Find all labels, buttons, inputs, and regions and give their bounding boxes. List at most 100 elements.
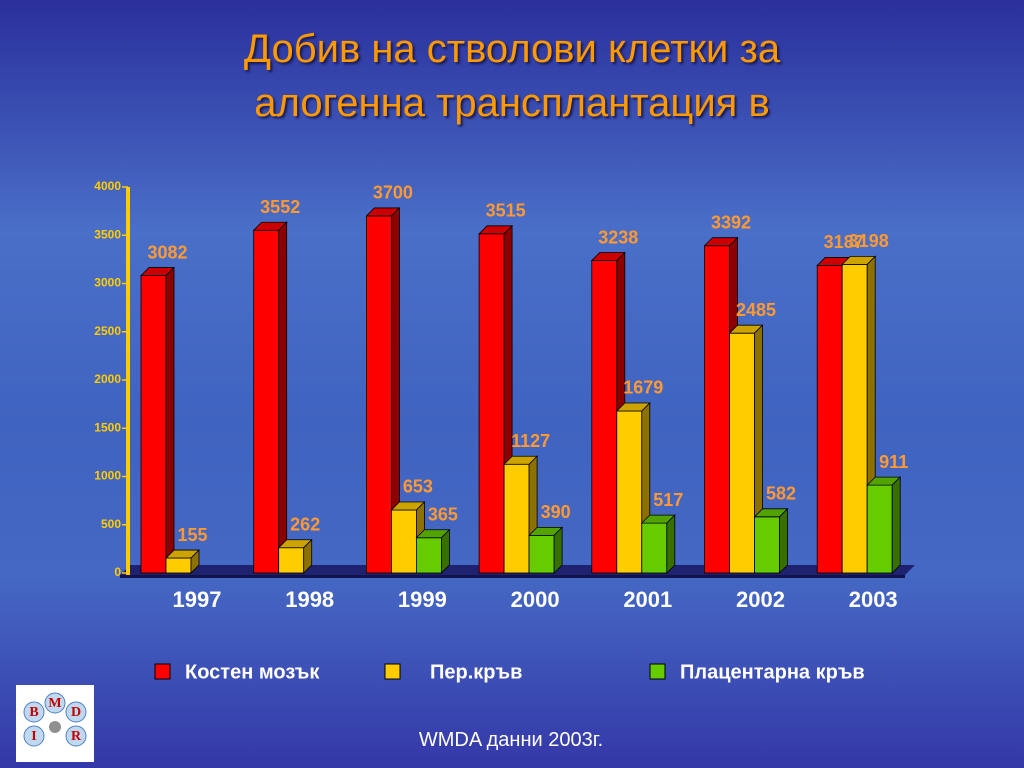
bar-front (729, 332, 755, 574)
bar-side (165, 266, 175, 574)
bar-front (816, 265, 843, 574)
value-label: 390 (541, 502, 571, 522)
legend-label: Плацентарна кръв (680, 661, 865, 683)
y-tick-label: 3500 (94, 227, 121, 241)
value-label: 3238 (598, 227, 638, 247)
value-label: 3082 (147, 242, 187, 262)
logo-letter: M (48, 696, 61, 711)
value-label: 3392 (711, 212, 751, 232)
value-label: 3700 (373, 183, 413, 203)
bar-side (891, 476, 901, 574)
bar-front (528, 534, 555, 574)
y-tick-label: 1000 (94, 469, 121, 483)
x-tick-label: 1997 (173, 587, 222, 612)
x-tick-label: 2001 (623, 587, 672, 612)
bar (528, 526, 564, 574)
value-label: 2485 (736, 300, 776, 320)
logo-letter: B (29, 705, 38, 720)
value-label: 262 (290, 514, 320, 534)
bar-front (841, 263, 868, 574)
x-tick-label: 2003 (849, 587, 898, 612)
value-label: 517 (653, 490, 683, 510)
bar-side (303, 538, 313, 574)
value-label: 911 (879, 452, 908, 472)
bar-front (503, 463, 530, 574)
x-tick-label: 2000 (511, 587, 560, 612)
bar-side (440, 528, 450, 574)
y-tick-label: 1500 (94, 420, 121, 434)
y-axis (126, 187, 130, 575)
logo-letter: D (71, 705, 81, 720)
bar (365, 206, 401, 574)
value-label: 365 (428, 505, 458, 525)
bar-front (616, 410, 643, 574)
bar-front (866, 484, 893, 574)
y-tick-label: 2500 (94, 324, 121, 338)
logo-circle (23, 701, 45, 723)
value-label: 653 (403, 477, 433, 497)
value-label: 3198 (849, 231, 889, 251)
value-label: 3552 (260, 197, 300, 217)
bar-front (704, 245, 730, 574)
bar-front (641, 522, 668, 574)
logo-circle (44, 692, 66, 714)
y-tick-label: 3000 (94, 276, 121, 290)
legend-label: Костен мозък (185, 661, 320, 683)
value-label: 582 (766, 484, 796, 504)
floor-edge (120, 575, 905, 578)
bar (415, 528, 451, 574)
bar-front (365, 215, 392, 574)
y-tick-label: 2000 (94, 372, 121, 386)
bar (841, 255, 877, 574)
bar-front (478, 233, 505, 574)
logo-letter: I (31, 729, 36, 744)
bar (478, 224, 514, 574)
value-label: 1127 (511, 431, 550, 451)
logo-center (49, 721, 61, 733)
bar-side (779, 507, 788, 574)
bar (753, 507, 789, 574)
bar (866, 476, 902, 574)
logo-circle (65, 725, 87, 747)
bar-side (278, 221, 288, 574)
bar-front (140, 275, 167, 574)
y-tick-label: 0 (114, 565, 121, 579)
legend-swatch (154, 663, 171, 680)
legend-swatch (649, 663, 666, 680)
bar (640, 514, 676, 574)
bar-side (553, 526, 563, 574)
x-tick-label: 2002 (736, 587, 785, 612)
value-label: 155 (177, 525, 207, 545)
bar-front (390, 509, 417, 574)
bar-front (754, 516, 780, 574)
value-label: 3515 (486, 201, 526, 221)
chart-title: Добив на стволови клетки за алогенна тра… (243, 27, 781, 142)
title-box: Добив на стволови клетки за алогенна тра… (243, 27, 781, 142)
bar (390, 501, 426, 574)
y-tick-label: 4000 (94, 179, 121, 193)
bar (140, 266, 175, 574)
x-tick-label: 1998 (285, 587, 334, 612)
bar-front (165, 557, 192, 574)
logo-circle (23, 725, 45, 747)
bar-front (591, 260, 618, 574)
bar (277, 538, 313, 574)
value-label: 1679 (623, 378, 663, 398)
bar (252, 221, 288, 574)
y-tick-label: 500 (101, 517, 121, 531)
logo-letter: R (71, 729, 82, 744)
bar (165, 549, 200, 574)
legend-label: Пер.кръв (430, 661, 522, 683)
value-label: 3187 (824, 232, 864, 252)
bar-front (278, 547, 305, 574)
x-tick-label: 1999 (398, 587, 447, 612)
legend-swatch (384, 663, 401, 680)
bar-front (415, 537, 442, 574)
bar-side (666, 514, 676, 574)
footer: WMDA данни 2003г. (419, 729, 603, 751)
bar-front (253, 229, 280, 574)
logo-circle (65, 701, 87, 723)
bar-side (190, 549, 200, 574)
